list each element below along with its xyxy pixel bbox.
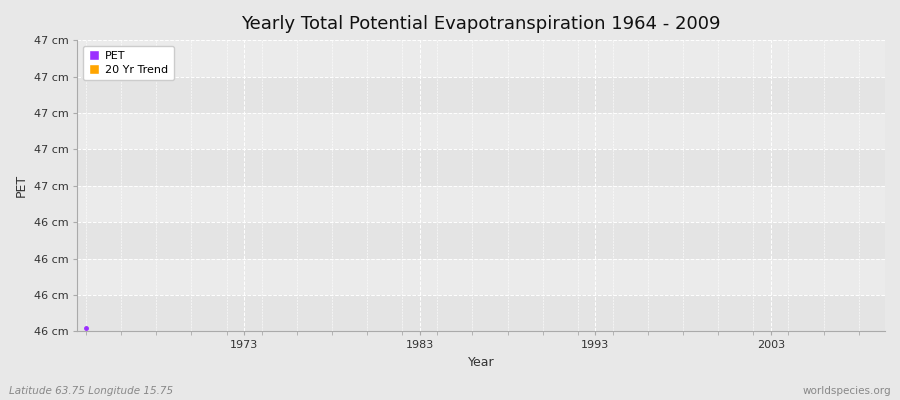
Bar	[77, 76, 885, 113]
Text: Latitude 63.75 Longitude 15.75: Latitude 63.75 Longitude 15.75	[9, 386, 173, 396]
X-axis label: Year: Year	[468, 356, 494, 369]
Bar	[77, 113, 885, 149]
Bar	[77, 40, 885, 76]
Title: Yearly Total Potential Evapotranspiration 1964 - 2009: Yearly Total Potential Evapotranspiratio…	[241, 15, 721, 33]
Y-axis label: PET: PET	[15, 174, 28, 197]
Bar	[77, 186, 885, 222]
Text: worldspecies.org: worldspecies.org	[803, 386, 891, 396]
Bar	[77, 295, 885, 332]
Bar	[77, 149, 885, 186]
Legend: PET, 20 Yr Trend: PET, 20 Yr Trend	[83, 46, 174, 80]
Bar	[77, 222, 885, 258]
Bar	[77, 258, 885, 295]
